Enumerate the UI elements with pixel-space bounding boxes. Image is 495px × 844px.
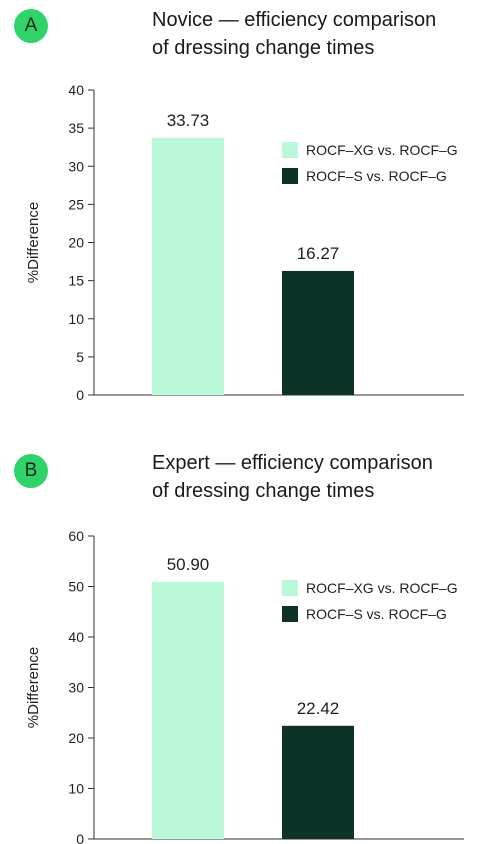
y-tick-label: 10 <box>68 781 84 797</box>
y-tick-label: 25 <box>68 196 84 212</box>
panel-badge-a: A <box>14 9 48 43</box>
y-tick-label: 15 <box>68 273 84 289</box>
bar-b-1 <box>152 581 224 839</box>
chart-title-b-line-2: of dressing change times <box>152 480 375 502</box>
data-label-a-2: 16.27 <box>297 244 340 263</box>
y-tick-label: 30 <box>68 680 84 696</box>
bar-chart-a: 0 5 10 15 20 25 30 35 40 %Difference 33.73 16.27 ROC… <box>25 82 464 403</box>
legend-label-a-2: ROCF–S vs. ROCF–G <box>306 168 447 184</box>
y-tick-label: 40 <box>68 629 84 645</box>
chart-title-b: Expert — efficiency comparison of dressi… <box>152 449 482 505</box>
y-tick-label: 10 <box>68 311 84 327</box>
chart-panel-b: B Expert — efficiency comparison of dres… <box>0 422 495 844</box>
panel-badge-b: B <box>14 454 48 488</box>
y-axis-label: %Difference <box>25 202 42 283</box>
chart-title-a-line-1: Novice — efficiency comparison <box>152 9 437 31</box>
data-label-b-1: 50.90 <box>167 555 210 574</box>
legend-swatch-b-1 <box>282 580 298 596</box>
data-label-a-1: 33.73 <box>167 111 210 130</box>
chart-panel-a: A Novice — efficiency comparison of dres… <box>0 0 495 420</box>
y-tick-label: 50 <box>68 579 84 595</box>
legend-swatch-b-2 <box>282 606 298 622</box>
y-tick-label: 20 <box>68 235 84 251</box>
y-tick-label: 0 <box>76 831 84 844</box>
y-tick-label: 30 <box>68 158 84 174</box>
y-tick-label: 0 <box>76 387 84 403</box>
legend-label-b-2: ROCF–S vs. ROCF–G <box>306 606 447 622</box>
bar-chart-b: 0 10 20 30 40 50 60 %Difference 50.90 22.42 ROCF–X… <box>25 528 464 844</box>
chart-title-b-line-1: Expert — efficiency comparison <box>152 452 433 474</box>
chart-title-a-line-2: of dressing change times <box>152 37 375 59</box>
y-tick-label: 60 <box>68 528 84 544</box>
y-tick-label: 35 <box>68 120 84 136</box>
legend-swatch-a-2 <box>282 168 298 184</box>
y-tick-label: 20 <box>68 730 84 746</box>
y-axis-label: %Difference <box>25 647 42 728</box>
legend-label-a-1: ROCF–XG vs. ROCF–G <box>306 142 458 158</box>
legend-label-b-1: ROCF–XG vs. ROCF–G <box>306 580 458 596</box>
legend-swatch-a-1 <box>282 142 298 158</box>
data-label-b-2: 22.42 <box>297 699 340 718</box>
y-tick-label: 40 <box>68 82 84 98</box>
chart-title-a: Novice — efficiency comparison of dressi… <box>152 6 482 62</box>
bar-a-2 <box>282 270 354 395</box>
y-tick-label: 5 <box>76 349 84 365</box>
bar-b-2 <box>282 725 354 839</box>
bar-a-1 <box>152 137 224 395</box>
